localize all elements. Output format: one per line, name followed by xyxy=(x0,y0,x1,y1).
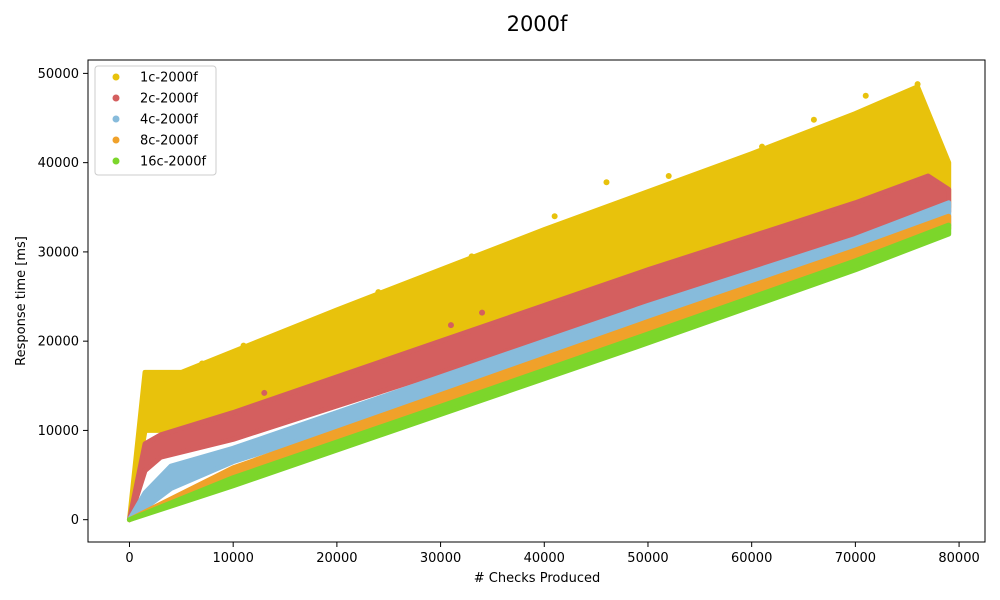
scatter-point xyxy=(468,253,475,260)
legend-marker xyxy=(112,157,120,165)
y-tick-label: 30000 xyxy=(38,245,79,260)
x-tick-label: 80000 xyxy=(938,551,979,566)
x-tick-label: 0 xyxy=(125,551,133,566)
scatter-point xyxy=(162,375,169,382)
scatter-point xyxy=(240,342,247,349)
scatter-point xyxy=(178,371,185,378)
legend-label: 8c-2000f xyxy=(140,134,198,149)
x-tick-label: 70000 xyxy=(835,551,876,566)
scatter-point xyxy=(551,213,558,220)
scatter-point xyxy=(810,116,817,123)
x-tick-label: 10000 xyxy=(212,551,253,566)
y-tick-label: 20000 xyxy=(38,335,79,350)
legend-frame xyxy=(94,65,217,176)
legend-marker xyxy=(112,115,120,123)
x-tick-label: 20000 xyxy=(316,551,357,566)
scatter-point xyxy=(914,81,921,88)
legend-marker xyxy=(112,73,120,81)
x-tick-label: 30000 xyxy=(420,551,461,566)
legend-marker xyxy=(112,136,120,144)
series-16c-2000f xyxy=(126,222,952,523)
x-tick-label: 50000 xyxy=(627,551,668,566)
legend-label: 1c-2000f xyxy=(140,71,198,86)
scatter-point xyxy=(759,143,766,150)
x-tick-label: 40000 xyxy=(524,551,565,566)
legend-label: 4c-2000f xyxy=(140,113,198,128)
plot-frame xyxy=(87,59,986,543)
y-tick-label: 10000 xyxy=(38,424,79,439)
scatter-point xyxy=(261,389,268,396)
y-axis: 0 10000 20000 30000 40000 50000 xyxy=(38,67,88,528)
x-tick-label: 60000 xyxy=(731,551,772,566)
series-2c-2000f xyxy=(126,173,952,523)
scatter-point xyxy=(302,322,309,329)
y-axis-label: Response time [ms] xyxy=(14,236,29,366)
legend-marker xyxy=(112,94,120,102)
legend: 1c-2000f 2c-2000f 4c-2000f 8c-2000f 16c-2000… xyxy=(94,65,217,176)
scatter-point xyxy=(479,309,486,316)
scatter-point xyxy=(665,173,672,180)
scatter-point xyxy=(199,360,206,367)
series-band-2c-2000f xyxy=(126,173,952,523)
x-axis-label: # Checks Produced xyxy=(474,571,600,586)
y-tick-label: 0 xyxy=(71,513,79,528)
y-tick-label: 50000 xyxy=(38,67,79,82)
scatter-point xyxy=(862,92,869,99)
scatter-point xyxy=(603,179,610,186)
legend-label: 16c-2000f xyxy=(140,155,206,170)
scatter-point xyxy=(447,322,454,329)
x-axis: 0 10000 20000 30000 40000 50000 60000 70000 8000… xyxy=(125,542,980,566)
series-layer xyxy=(126,81,952,523)
scatter-point xyxy=(375,289,382,296)
legend-label: 2c-2000f xyxy=(140,92,198,107)
series-band-16c-2000f xyxy=(126,222,952,523)
chart-title: 2000f xyxy=(507,12,568,36)
y-tick-label: 40000 xyxy=(38,156,79,171)
